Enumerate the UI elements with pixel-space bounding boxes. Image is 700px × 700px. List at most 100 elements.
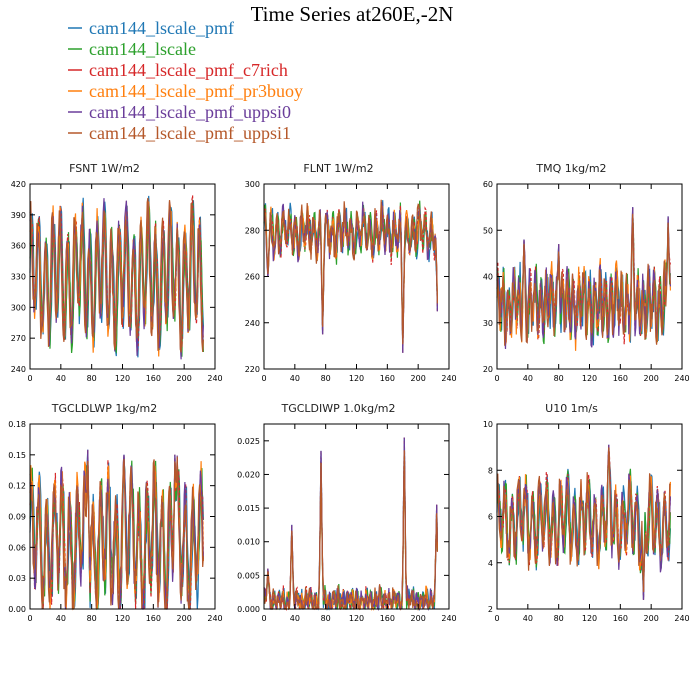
legend: cam144_lscale_pmfcam144_lscalecam144_lsc… — [68, 18, 303, 143]
y-tick-label: 0.015 — [237, 504, 260, 513]
y-tick-label: 300 — [11, 303, 26, 312]
x-tick-label: 120 — [582, 374, 597, 383]
panel-title: U10 1m/s — [545, 402, 598, 415]
panel-grid: FSNT 1W/m20 40 80 120 160 200 2402402703003303… — [8, 162, 689, 623]
series-line — [29, 456, 204, 610]
chart-panel: TMQ 1kg/m2 0 40 80 120 160 200 240 20 30 40 50 60 — [483, 162, 690, 383]
x-tick-label: 0 — [27, 374, 32, 383]
x-tick-label: 240 — [674, 614, 689, 623]
y-tick-label: 390 — [11, 211, 26, 220]
x-tick-label: 160 — [380, 614, 395, 623]
legend-label: cam144_lscale_pmf — [89, 18, 234, 38]
x-tick-label: 40 — [290, 374, 300, 383]
chart-panel: U10 1m/s 0 40 80 120 160 200 240 2 4 6 8 10 — [483, 402, 690, 623]
x-tick-label: 240 — [207, 374, 222, 383]
chart-panel: TGCLDIWP 1.0kg/m2 0 40 80 120 160 200 240 0.000 0… — [237, 402, 457, 623]
x-tick-label: 240 — [674, 374, 689, 383]
y-tick-label: 6 — [488, 513, 493, 522]
y-tick-label: 20 — [483, 365, 493, 374]
x-tick-label: 40 — [290, 614, 300, 623]
legend-label: cam144_lscale_pmf_uppsi1 — [89, 123, 291, 143]
y-tick-label: 240 — [11, 365, 26, 374]
series-group — [496, 207, 671, 351]
x-tick-label: 120 — [349, 374, 364, 383]
x-tick-label: 120 — [582, 614, 597, 623]
x-tick-label: 0 — [261, 614, 266, 623]
x-tick-label: 240 — [207, 614, 222, 623]
x-tick-label: 160 — [380, 374, 395, 383]
y-tick-label: 0.06 — [8, 543, 26, 552]
x-tick-label: 80 — [321, 614, 331, 623]
y-tick-label: 300 — [245, 180, 260, 189]
y-tick-label: 0.025 — [237, 437, 260, 446]
legend-label: cam144_lscale_pmf_c7rich — [89, 60, 288, 80]
y-tick-label: 0.09 — [8, 513, 26, 522]
x-tick-label: 200 — [411, 614, 426, 623]
legend-label: cam144_lscale_pmf_uppsi0 — [89, 102, 291, 122]
y-tick-label: 4 — [488, 559, 493, 568]
x-tick-label: 120 — [349, 614, 364, 623]
x-tick-label: 80 — [87, 374, 97, 383]
y-tick-label: 2 — [488, 605, 493, 614]
y-tick-label: 10 — [483, 420, 493, 429]
panel-title: TGCLDLWP 1kg/m2 — [51, 402, 157, 415]
plot-frame — [263, 423, 450, 610]
y-tick-label: 0.12 — [8, 482, 26, 491]
x-tick-label: 240 — [441, 614, 456, 623]
x-tick-label: 120 — [115, 614, 130, 623]
y-tick-label: 220 — [245, 365, 260, 374]
series-line — [496, 213, 671, 346]
series-line — [496, 447, 671, 593]
x-tick-label: 80 — [87, 614, 97, 623]
x-tick-label: 200 — [177, 614, 192, 623]
y-tick-label: 260 — [245, 273, 260, 282]
x-tick-label: 200 — [177, 374, 192, 383]
series-group — [263, 437, 438, 612]
panel-title: FSNT 1W/m2 — [69, 162, 140, 175]
x-tick-label: 200 — [644, 374, 659, 383]
legend-label: cam144_lscale — [89, 39, 196, 59]
y-tick-label: 0.010 — [237, 538, 260, 547]
x-tick-label: 160 — [146, 374, 161, 383]
y-tick-label: 0.000 — [237, 605, 260, 614]
panel-title: TMQ 1kg/m2 — [535, 162, 606, 175]
x-tick-label: 160 — [613, 374, 628, 383]
x-tick-label: 200 — [644, 614, 659, 623]
chart-panel: FLNT 1W/m2 0 40 80 120 160 200 240 220 240 260 280 3… — [245, 162, 457, 383]
x-tick-label: 200 — [411, 374, 426, 383]
y-tick-label: 60 — [483, 180, 493, 189]
x-tick-label: 0 — [27, 614, 32, 623]
x-tick-label: 0 — [494, 374, 499, 383]
x-tick-label: 40 — [56, 614, 66, 623]
panel-title: TGCLDIWP 1.0kg/m2 — [280, 402, 395, 415]
y-tick-label: 420 — [11, 180, 26, 189]
y-tick-label: 50 — [483, 226, 493, 235]
x-tick-label: 0 — [494, 614, 499, 623]
y-tick-label: 330 — [11, 273, 26, 282]
figure-title: Time Series at260E,-2N — [251, 2, 454, 26]
series-line — [263, 450, 438, 612]
y-tick-label: 240 — [245, 319, 260, 328]
x-tick-label: 240 — [441, 374, 456, 383]
x-tick-label: 80 — [554, 614, 564, 623]
panel-title: FLNT 1W/m2 — [303, 162, 373, 175]
y-tick-label: 360 — [11, 242, 26, 251]
x-tick-label: 80 — [321, 374, 331, 383]
x-tick-label: 160 — [146, 614, 161, 623]
y-tick-label: 30 — [483, 319, 493, 328]
y-tick-label: 0.03 — [8, 574, 26, 583]
x-tick-label: 40 — [56, 374, 66, 383]
x-tick-label: 80 — [554, 374, 564, 383]
x-tick-label: 40 — [523, 614, 533, 623]
x-tick-label: 40 — [523, 374, 533, 383]
y-tick-label: 0.005 — [237, 571, 260, 580]
legend-label: cam144_lscale_pmf_pr3buoy — [89, 81, 303, 101]
y-tick-label: 0.15 — [8, 451, 26, 460]
y-tick-label: 40 — [483, 273, 493, 282]
y-tick-label: 280 — [245, 226, 260, 235]
y-tick-label: 8 — [488, 466, 493, 475]
series-line — [263, 199, 438, 345]
series-group — [263, 199, 438, 353]
series-group — [29, 449, 204, 611]
